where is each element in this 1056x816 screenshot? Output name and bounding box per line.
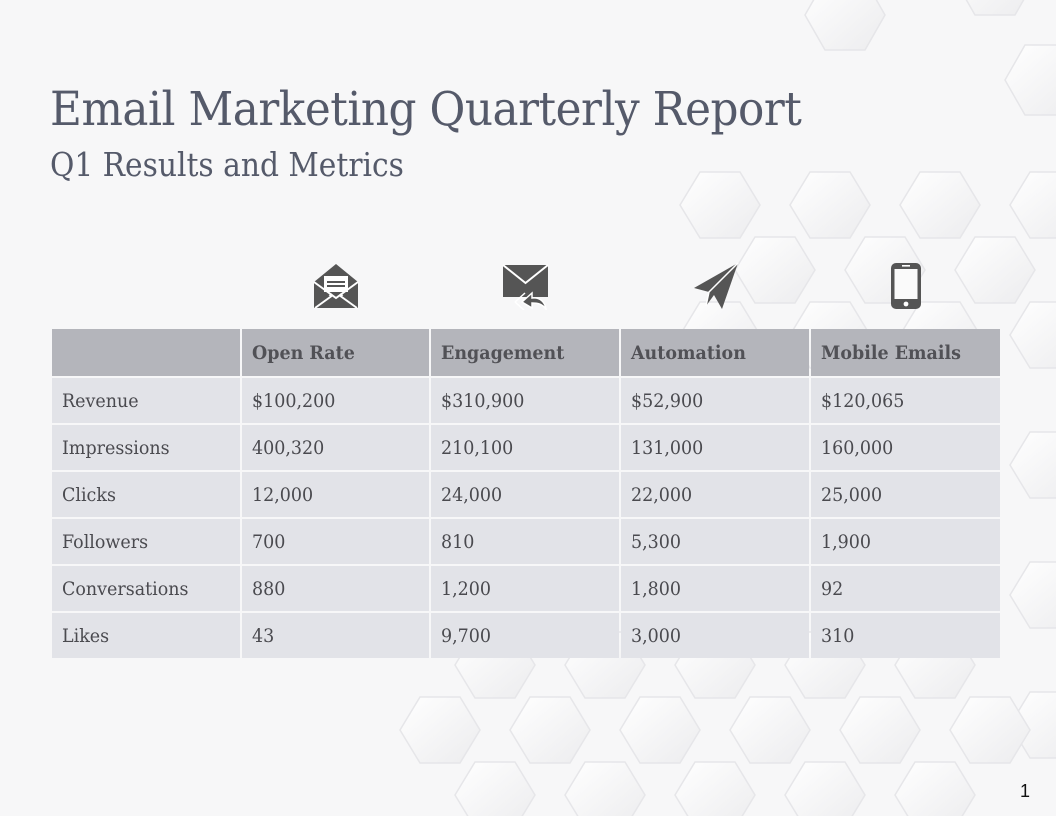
table-cell: 25,000 — [810, 472, 1000, 517]
table-cell: 43 — [242, 613, 430, 658]
table-cell: 3,000 — [621, 613, 809, 658]
header-cell-empty — [52, 329, 241, 376]
table-cell: $120,065 — [810, 378, 1000, 423]
engagement-icon-cell — [431, 260, 621, 312]
table-cell: 92 — [810, 566, 1000, 611]
table-row: Conversations 880 1,200 1,800 92 — [52, 566, 1000, 611]
row-label: Followers — [52, 519, 241, 564]
page-title: Email Marketing Quarterly Report — [50, 82, 802, 137]
paper-plane-icon — [694, 262, 739, 309]
open-rate-icon-cell — [241, 260, 431, 312]
mobile-phone-icon — [891, 263, 921, 309]
page-subtitle: Q1 Results and Metrics — [50, 145, 404, 184]
automation-icon-cell — [621, 260, 811, 312]
table-cell: 22,000 — [621, 472, 809, 517]
table-row: Likes 43 9,700 3,000 310 — [52, 613, 1000, 658]
row-label: Likes — [52, 613, 241, 658]
table-cell: $100,200 — [242, 378, 430, 423]
table-cell: 160,000 — [810, 425, 1000, 470]
table-cell: 9,700 — [431, 613, 620, 658]
table-cell: $310,900 — [431, 378, 620, 423]
table-header-row: Open Rate Engagement Automation Mobile E… — [52, 329, 1000, 376]
table-cell: 810 — [431, 519, 620, 564]
row-label: Conversations — [52, 566, 241, 611]
header-cell-mobile-emails: Mobile Emails — [810, 329, 1000, 376]
header-cell-automation: Automation — [621, 329, 809, 376]
table-cell: 5,300 — [621, 519, 809, 564]
table-cell: 880 — [242, 566, 430, 611]
table-row: Impressions 400,320 210,100 131,000 160,… — [52, 425, 1000, 470]
table-row: Followers 700 810 5,300 1,900 — [52, 519, 1000, 564]
row-label: Revenue — [52, 378, 241, 423]
table-cell: 24,000 — [431, 472, 620, 517]
header-cell-engagement: Engagement — [431, 329, 620, 376]
mobile-emails-icon-cell — [811, 260, 1001, 312]
row-label: Clicks — [52, 472, 241, 517]
envelope-reply-icon — [502, 264, 549, 310]
table-cell: 210,100 — [431, 425, 620, 470]
table-cell: 310 — [810, 613, 1000, 658]
open-envelope-icon — [313, 264, 359, 309]
table-row: Revenue $100,200 $310,900 $52,900 $120,0… — [52, 378, 1000, 423]
table-cell: 1,800 — [621, 566, 809, 611]
table-cell: 1,200 — [431, 566, 620, 611]
table-cell: 400,320 — [242, 425, 430, 470]
table-cell: 1,900 — [810, 519, 1000, 564]
table-cell: 12,000 — [242, 472, 430, 517]
table-cell: 131,000 — [621, 425, 809, 470]
header-cell-open-rate: Open Rate — [242, 329, 430, 376]
table-cell: $52,900 — [621, 378, 809, 423]
metrics-table: Open Rate Engagement Automation Mobile E… — [50, 327, 1002, 660]
column-icons-row — [241, 260, 1001, 312]
page-number: 1 — [1019, 781, 1030, 801]
table-row: Clicks 12,000 24,000 22,000 25,000 — [52, 472, 1000, 517]
row-label: Impressions — [52, 425, 241, 470]
table-cell: 700 — [242, 519, 430, 564]
